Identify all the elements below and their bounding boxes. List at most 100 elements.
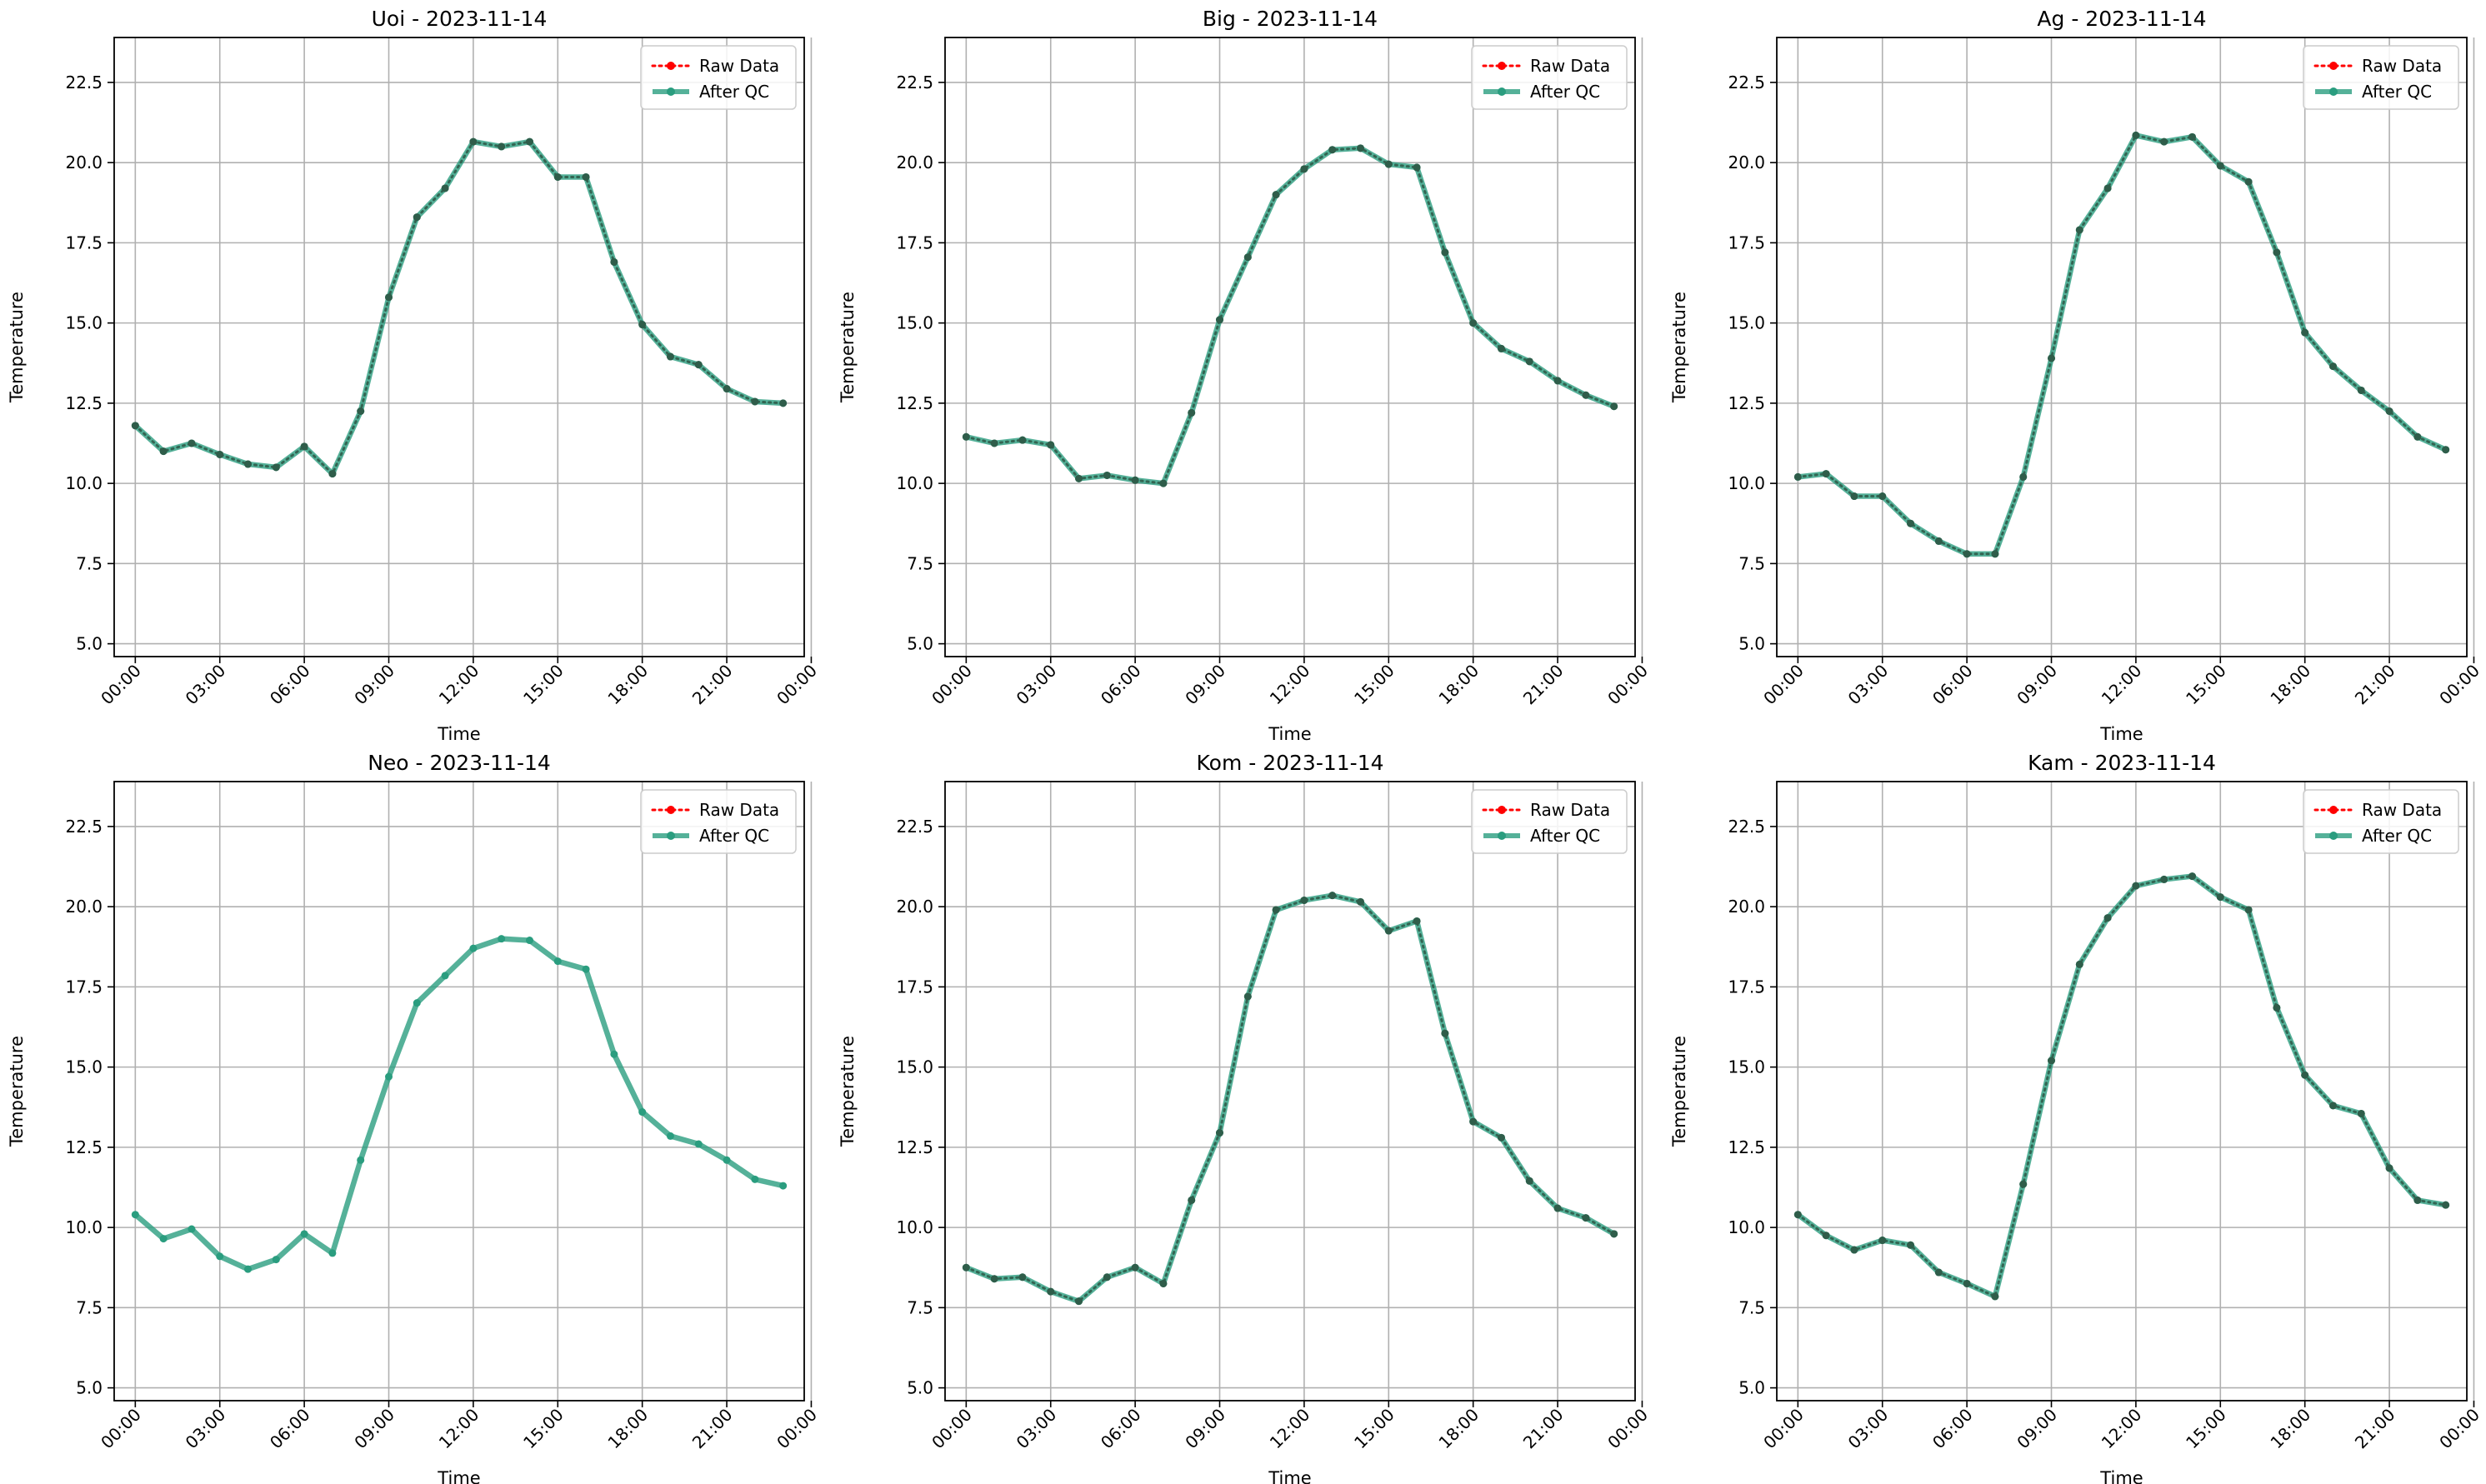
raw-data-point (1525, 1177, 1533, 1185)
x-tick-label: 15:00 (519, 1405, 568, 1453)
raw-data-point (2413, 1196, 2422, 1204)
x-tick-label: 00:00 (1603, 1405, 1652, 1453)
y-tick-label: 17.5 (896, 232, 933, 252)
raw-data-markers (1793, 131, 2450, 558)
legend-raw-label: Raw Data (1530, 800, 1610, 820)
legend: Raw Data After QC (1471, 789, 1628, 854)
raw-data-point (1963, 1279, 1971, 1287)
x-tick-label: 18:00 (1434, 661, 1483, 709)
raw-data-point (1441, 248, 1449, 257)
after-qc-point (498, 935, 506, 943)
after-qc-markers (1793, 872, 2450, 1301)
after-qc-point (413, 999, 421, 1007)
after-qc-point (300, 1230, 308, 1238)
after-qc-line (963, 892, 1617, 1304)
raw-data-point (188, 439, 196, 447)
raw-data-point (666, 352, 674, 361)
after-qc-point (525, 937, 533, 945)
after-qc-line (133, 138, 786, 477)
raw-data-point (2160, 875, 2168, 883)
chart-panel: 5.0 7.5 10.0 12.5 15.0 17.5 20.0 22.5 00:00 03:00… (1669, 751, 2483, 1484)
raw-data-point (2075, 960, 2083, 968)
y-tick-label: 15.0 (1728, 313, 1765, 333)
raw-data-point (1159, 1279, 1168, 1287)
raw-data-point (385, 293, 393, 302)
chart-panel: 5.0 7.5 10.0 12.5 15.0 17.5 20.0 22.5 00:00 03:00… (7, 751, 821, 1484)
legend-qc-marker (2329, 87, 2338, 96)
y-tick-label: 7.5 (907, 1297, 933, 1317)
x-tick-label: 03:00 (1013, 1405, 1061, 1453)
x-tick-label: 06:00 (266, 1405, 314, 1453)
y-tick-label: 7.5 (1738, 553, 1765, 573)
y-tick-label: 12.5 (65, 1137, 103, 1157)
y-tick-label: 5.0 (1738, 634, 1765, 654)
y-axis-ticks: 5.0 7.5 10.0 12.5 15.0 17.5 20.0 22.5 (1728, 72, 1777, 654)
raw-data-point (2385, 1164, 2393, 1172)
after-qc-point (723, 1156, 731, 1164)
legend-qc-marker (2329, 832, 2338, 840)
y-tick-label: 15.0 (65, 1057, 103, 1077)
after-qc-markers (131, 137, 788, 478)
x-tick-label: 00:00 (928, 1405, 976, 1453)
x-tick-label: 12:00 (435, 661, 483, 709)
raw-data-point (962, 1263, 970, 1272)
y-tick-label: 7.5 (76, 553, 103, 573)
raw-data-point (1469, 319, 1478, 327)
y-tick-label: 10.0 (896, 1217, 933, 1237)
x-tick-label: 15:00 (2182, 661, 2230, 709)
x-tick-label: 15:00 (519, 661, 568, 709)
raw-data-point (131, 422, 139, 430)
plot-frame (113, 781, 805, 1402)
y-tick-label: 17.5 (1728, 977, 1765, 997)
raw-data-point (328, 470, 337, 478)
gridlines (114, 37, 813, 657)
x-tick-label: 15:00 (1350, 661, 1398, 709)
y-tick-label: 12.5 (896, 393, 933, 413)
y-tick-label: 12.5 (1728, 393, 1765, 413)
legend-qc-label: After QC (699, 826, 769, 846)
raw-data-point (962, 432, 970, 441)
after-qc-point (610, 1050, 618, 1058)
x-tick-label: 06:00 (1097, 1405, 1145, 1453)
raw-data-point (2160, 137, 2168, 146)
legend-qc-label: After QC (2362, 82, 2432, 102)
y-tick-label: 15.0 (65, 313, 103, 333)
y-axis-label: Temperature (1669, 1036, 1689, 1147)
raw-data-point (525, 137, 533, 146)
x-tick-label: 09:00 (350, 1405, 398, 1453)
x-tick-label: 21:00 (2351, 1405, 2399, 1453)
legend-raw-label: Raw Data (699, 800, 779, 820)
gridlines (1777, 37, 2475, 657)
after-qc-point (272, 1256, 280, 1264)
raw-data-point (2103, 914, 2112, 922)
plot-frame (1776, 37, 2468, 657)
after-qc-line (963, 145, 1617, 487)
y-axis-label: Temperature (838, 1036, 858, 1147)
y-tick-label: 22.5 (65, 817, 103, 837)
after-qc-point (638, 1108, 647, 1117)
raw-data-point (638, 321, 647, 329)
y-tick-label: 5.0 (76, 1378, 103, 1398)
y-tick-label: 20.0 (1728, 152, 1765, 172)
x-tick-label: 00:00 (2435, 661, 2483, 709)
raw-data-point (1075, 474, 1083, 482)
plot-frame (113, 37, 805, 657)
y-tick-label: 5.0 (907, 634, 933, 654)
raw-data-point (1103, 471, 1111, 479)
raw-data-point (610, 257, 618, 266)
after-qc-point (666, 1132, 674, 1140)
x-tick-label: 21:00 (688, 1405, 737, 1453)
raw-data-point (2328, 1102, 2337, 1110)
raw-data-point (2442, 446, 2450, 454)
raw-data-point (1497, 344, 1505, 352)
x-axis-label: Time (437, 724, 480, 744)
raw-data-line (964, 894, 1616, 1303)
raw-data-point (1878, 492, 1887, 501)
y-tick-label: 22.5 (65, 72, 103, 92)
x-tick-label: 03:00 (1013, 661, 1061, 709)
y-tick-label: 22.5 (896, 72, 933, 92)
y-tick-label: 15.0 (896, 1057, 933, 1077)
x-tick-label: 18:00 (603, 1405, 652, 1453)
raw-data-point (1582, 1214, 1590, 1222)
chart-title: Neo - 2023-11-14 (368, 751, 551, 775)
